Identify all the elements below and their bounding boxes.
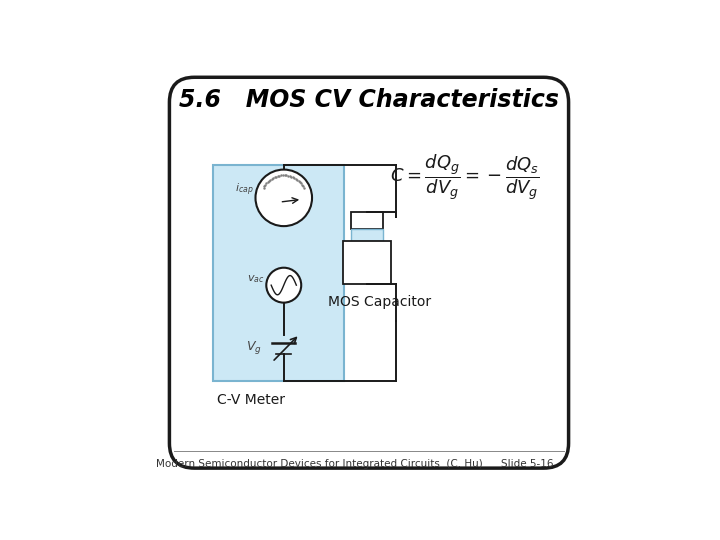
Text: $C = \dfrac{dQ_g}{dV_g} = -\dfrac{dQ_s}{dV_g}$: $C = \dfrac{dQ_g}{dV_g} = -\dfrac{dQ_s}{…	[390, 152, 539, 202]
Bar	[351, 212, 382, 229]
Circle shape	[256, 170, 312, 226]
Text: $i_{cap}$: $i_{cap}$	[235, 181, 253, 198]
Bar	[351, 229, 382, 241]
Text: MOS Capacitor: MOS Capacitor	[328, 295, 431, 309]
FancyBboxPatch shape	[213, 165, 344, 381]
Text: Slide 5-16: Slide 5-16	[500, 459, 553, 469]
Text: C-V Meter: C-V Meter	[217, 393, 285, 407]
FancyBboxPatch shape	[169, 77, 569, 468]
Text: $v_{ac}$: $v_{ac}$	[247, 273, 264, 285]
Bar	[343, 241, 391, 285]
Text: 5.6   MOS CV Characteristics: 5.6 MOS CV Characteristics	[179, 88, 559, 112]
Text: $V_g$: $V_g$	[246, 339, 262, 356]
Text: Modern Semiconductor Devices for Integrated Circuits  (C. Hu): Modern Semiconductor Devices for Integra…	[156, 459, 482, 469]
Circle shape	[266, 268, 301, 302]
